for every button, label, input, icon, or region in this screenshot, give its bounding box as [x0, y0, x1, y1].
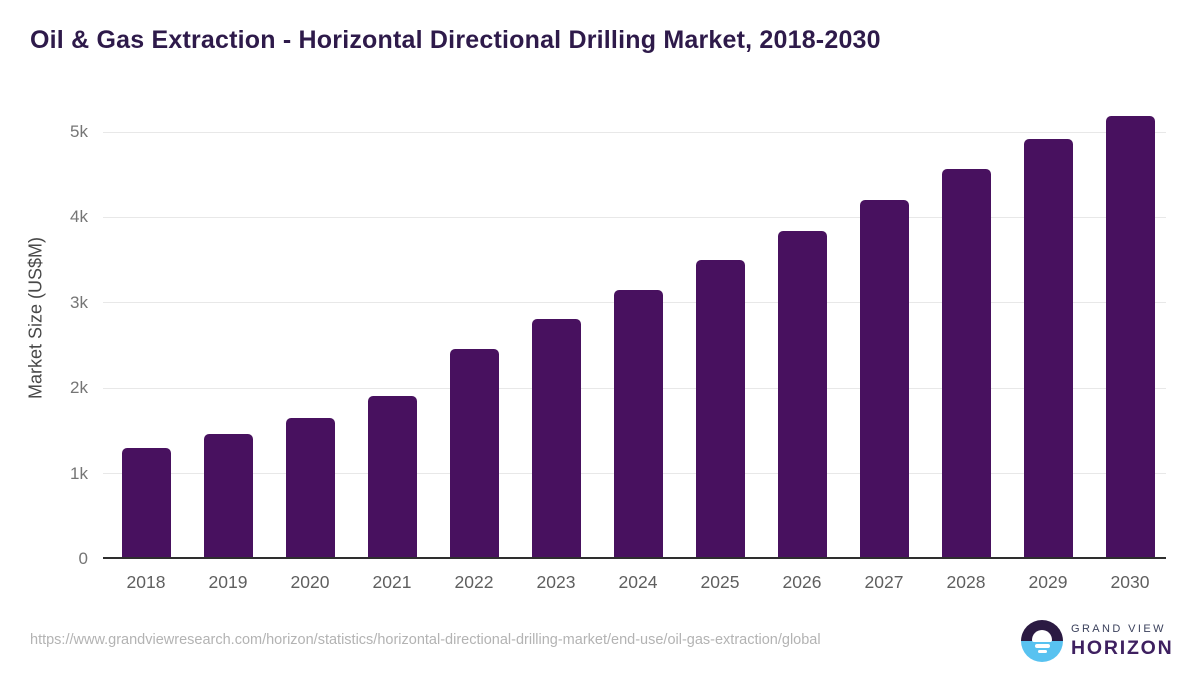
bar-2023[interactable] [531, 319, 581, 559]
logo-horizon-text: HORIZON [1071, 636, 1174, 659]
chart-title: Oil & Gas Extraction - Horizontal Direct… [30, 26, 881, 54]
y-tick-label-3k: 3k [70, 292, 88, 312]
bar-2019[interactable] [203, 434, 253, 559]
horizon-sunset-icon [1021, 620, 1063, 662]
x-tick-label-2020: 2020 [290, 572, 330, 592]
x-tick-label-2026: 2026 [782, 572, 822, 592]
bar-2026[interactable] [777, 231, 827, 559]
bar-2020[interactable] [285, 418, 335, 559]
bar-2029[interactable] [1023, 139, 1073, 559]
y-tick-label-0: 0 [78, 549, 88, 568]
gridline-5k [103, 131, 1166, 133]
bar-2022[interactable] [449, 349, 499, 559]
y-tick-label-4k: 4k [70, 207, 88, 227]
x-tick-label-2023: 2023 [536, 572, 576, 592]
x-tick-label-2021: 2021 [372, 572, 412, 592]
x-tick-label-2030: 2030 [1110, 572, 1150, 592]
bar-2025[interactable] [695, 260, 745, 559]
x-tick-label-2025: 2025 [700, 572, 740, 592]
x-axis-line [103, 557, 1166, 560]
sun-shape [1032, 630, 1052, 642]
bar-2021[interactable] [367, 396, 417, 559]
bar-2018[interactable] [121, 448, 171, 559]
x-tick-label-2018: 2018 [126, 572, 166, 592]
x-tick-label-2019: 2019 [208, 572, 248, 592]
logo-grand-view-text: GRAND VIEW [1071, 622, 1166, 635]
y-tick-label-1k: 1k [70, 463, 88, 483]
bar-2027[interactable] [859, 200, 909, 559]
bar-2024[interactable] [613, 290, 663, 559]
x-tick-label-2024: 2024 [618, 572, 658, 592]
source-url: https://www.grandviewresearch.com/horizo… [30, 632, 821, 648]
sun-reflection-bar [1037, 649, 1047, 653]
gridline-4k [103, 216, 1166, 218]
y-axis-title: Market Size (US$M) [25, 236, 46, 400]
plot-area [103, 116, 1166, 559]
y-tick-label-5k: 5k [70, 122, 88, 141]
y-tick-label-2k: 2k [70, 378, 88, 398]
logo-text: GRAND VIEW HORIZON [1071, 623, 1174, 660]
bar-2028[interactable] [941, 169, 991, 559]
x-tick-label-2029: 2029 [1028, 572, 1068, 592]
grandview-horizon-logo: GRAND VIEW HORIZON [1021, 620, 1174, 662]
sun-reflection-bar [1034, 644, 1050, 648]
bar-2030[interactable] [1105, 116, 1155, 559]
x-tick-label-2028: 2028 [946, 572, 986, 592]
x-tick-label-2022: 2022 [454, 572, 494, 592]
x-tick-label-2027: 2027 [864, 572, 904, 592]
